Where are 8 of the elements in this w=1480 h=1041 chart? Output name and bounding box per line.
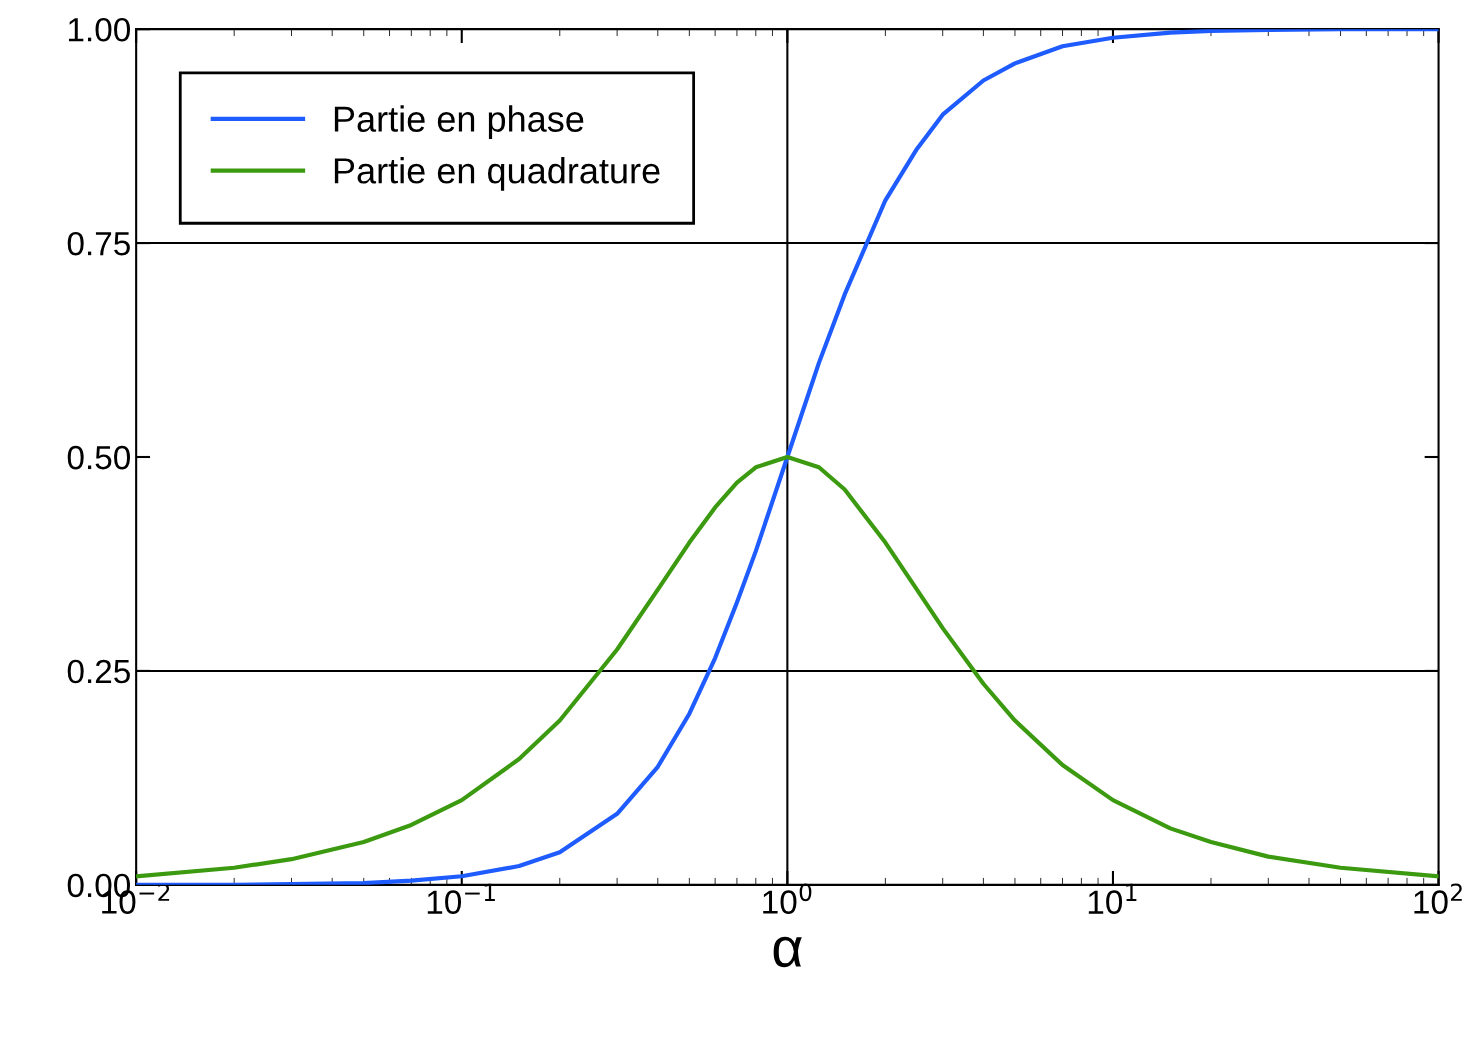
y-tick-label: 0.75 <box>67 231 130 256</box>
legend-label: Partie en phase <box>334 105 584 140</box>
y-tick-label: 0.50 <box>67 445 130 470</box>
y-tick-label: 0.25 <box>67 659 130 684</box>
x-tick-label: 10$^{2}$ <box>1414 883 1462 914</box>
legend-label: Partie en quadrature <box>334 157 660 191</box>
y-tick-label: 1.00 <box>68 17 130 42</box>
x-axis-title: α <box>773 936 802 968</box>
